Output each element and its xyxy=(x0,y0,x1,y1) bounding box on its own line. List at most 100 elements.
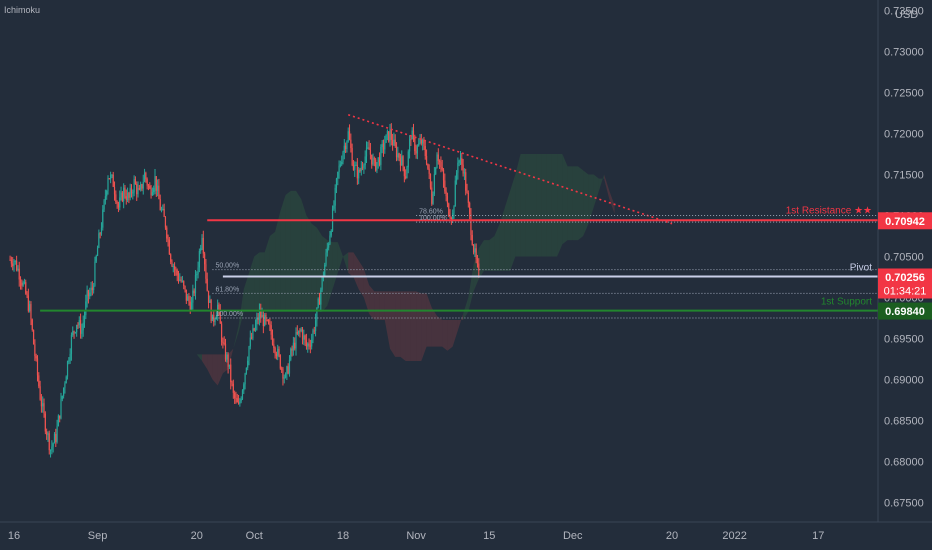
candle-body xyxy=(448,203,450,216)
candle-body xyxy=(291,348,293,351)
cloud-segment xyxy=(609,190,615,214)
candle-body xyxy=(450,218,452,220)
candle-body xyxy=(392,139,394,146)
candle-body xyxy=(244,373,246,385)
candle-body xyxy=(367,147,369,149)
candle-body xyxy=(110,175,112,180)
candle-body xyxy=(324,264,326,276)
candle-body xyxy=(180,279,182,282)
cloud-segment xyxy=(452,320,458,347)
candle-body xyxy=(146,179,148,186)
candle-body xyxy=(140,184,142,190)
candle-body xyxy=(57,415,59,427)
candle-body xyxy=(123,187,125,202)
candle-body xyxy=(99,233,101,235)
candle-body xyxy=(207,290,210,303)
price-tag xyxy=(878,268,932,299)
cloud-segment xyxy=(196,354,202,361)
cloud-segment xyxy=(484,240,490,271)
cloud-segment xyxy=(405,291,411,361)
candle-body xyxy=(16,260,18,271)
candle-body xyxy=(439,160,441,163)
candle-body xyxy=(98,233,100,248)
candle-body xyxy=(352,165,355,170)
candle-body xyxy=(25,282,27,294)
candle-body xyxy=(231,382,233,384)
candle-body xyxy=(249,337,251,347)
candle-body xyxy=(104,196,106,201)
candle-body xyxy=(266,319,268,321)
candle-body xyxy=(248,346,250,361)
candle-body xyxy=(432,193,434,204)
candle-body xyxy=(236,398,238,403)
candle-body xyxy=(394,139,396,147)
candle-body xyxy=(187,296,189,301)
candle-body xyxy=(36,358,39,376)
cloud-segment xyxy=(520,154,526,257)
candle-body xyxy=(318,298,321,305)
price-tag-value: 0.70942 xyxy=(885,216,925,228)
time-tick-label: 18 xyxy=(337,530,349,542)
cloud-segment xyxy=(510,174,516,271)
candle-body xyxy=(397,153,399,158)
candle-body xyxy=(274,347,276,354)
candle-body xyxy=(218,304,220,310)
candle-body xyxy=(53,434,56,444)
candle-body xyxy=(461,158,463,165)
candle-body xyxy=(472,244,475,253)
cloud-segment xyxy=(254,252,260,312)
currency-label[interactable]: USD xyxy=(895,9,918,21)
candle-body xyxy=(341,161,343,165)
candle-body xyxy=(440,162,442,168)
cloud-segment xyxy=(437,315,443,347)
candle-body xyxy=(406,167,408,179)
price-tag-value: 0.70256 xyxy=(885,272,925,284)
candle-body xyxy=(91,287,93,291)
candle-body xyxy=(264,314,266,326)
candle-body xyxy=(171,261,173,267)
candle-body xyxy=(136,184,138,195)
candle-body xyxy=(415,151,417,154)
candle-body xyxy=(125,196,127,201)
candle-body xyxy=(59,415,61,419)
cloud-segment xyxy=(327,240,333,306)
candle-body xyxy=(77,324,79,326)
candle-body xyxy=(458,160,460,163)
cloud-segment xyxy=(243,272,249,312)
cloud-segment xyxy=(212,354,218,386)
candle-body xyxy=(355,164,357,166)
price-tick-label: 0.73500 xyxy=(884,6,924,18)
candle-body xyxy=(462,164,464,174)
candle-body xyxy=(478,263,480,271)
candle-body xyxy=(230,364,232,383)
time-tick-label: Nov xyxy=(406,530,426,542)
downtrend-line[interactable] xyxy=(347,113,673,225)
candle-body xyxy=(267,319,270,324)
candle-body xyxy=(380,146,382,165)
candle-body xyxy=(19,279,22,283)
cloud-segment xyxy=(264,236,270,312)
candle-body xyxy=(343,145,345,153)
candle-body xyxy=(181,281,184,283)
cloud-segment xyxy=(536,154,542,257)
candle-body xyxy=(342,152,344,162)
indicator-label[interactable]: Ichimoku xyxy=(4,5,40,15)
cloud-segment xyxy=(301,199,307,312)
candle-body xyxy=(126,192,129,201)
cloud-segment xyxy=(280,195,286,312)
price-axis-bg[interactable] xyxy=(878,0,932,522)
fib-label: 61.80% xyxy=(215,286,239,293)
candle-body xyxy=(414,136,416,152)
candle-body xyxy=(175,269,177,271)
candle-body xyxy=(469,202,471,214)
time-axis[interactable]: 16 Sep 20 Oct 18 Nov 15 Dec 20 2022 17 xyxy=(8,530,824,542)
candle-body xyxy=(393,139,395,146)
candle-body xyxy=(29,304,31,311)
candle-body xyxy=(454,180,456,207)
cloud-segment xyxy=(311,223,317,312)
candle-body xyxy=(64,383,66,388)
candle-body xyxy=(364,156,366,166)
candle-body xyxy=(93,285,95,291)
candle-body xyxy=(428,168,430,174)
